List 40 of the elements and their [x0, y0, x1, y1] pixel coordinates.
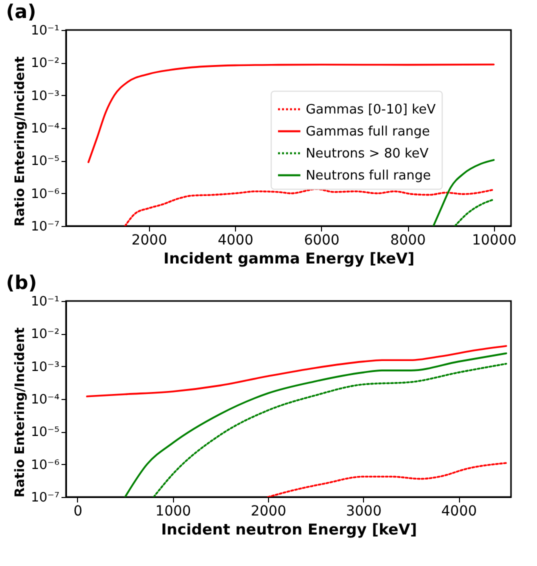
x-tick-label: 0 [73, 504, 82, 520]
x-tick-label: 10000 [472, 232, 517, 248]
y-tick-label: 10⁻³ [30, 88, 60, 104]
x-tick-label: 4000 [218, 232, 254, 248]
y-tick-label: 10⁻¹ [30, 294, 60, 310]
x-tick-label: 8000 [390, 232, 426, 248]
y-tick-label: 10⁻³ [30, 360, 60, 375]
line-series [124, 188, 495, 226]
y-tick-label: 10⁻⁵ [30, 154, 60, 170]
line-series [86, 345, 508, 398]
x-tick-label: 6000 [304, 232, 340, 248]
y-tick-label: 10⁻⁵ [30, 425, 60, 440]
legend-label: Neutrons > 80 keV [306, 146, 429, 162]
y-tick-label: 10⁻² [30, 56, 60, 72]
line-series [88, 64, 495, 164]
legend-label: Gammas [0-10] keV [306, 102, 436, 118]
y-tick-label: 10⁻⁶ [30, 458, 60, 473]
y-axis-title: Ratio Entering/Incident [12, 56, 28, 226]
x-axis-title: Incident neutron Energy [keV] [161, 520, 417, 538]
line-series [432, 159, 495, 226]
y-tick-label: 10⁻⁷ [30, 490, 60, 506]
x-tick-label: 1000 [155, 504, 192, 520]
legend-label: Gammas full range [306, 124, 430, 140]
y-axis-title: Ratio Entering/Incident [12, 327, 28, 498]
line-series [267, 462, 508, 497]
line-series [454, 198, 495, 226]
y-tick-label: 10⁻⁶ [30, 186, 60, 202]
y-tick-label: 10⁻⁴ [30, 392, 60, 408]
chart-title: (a) [6, 1, 36, 23]
x-tick-label: 3000 [346, 504, 382, 520]
y-tick-label: 10⁻⁴ [30, 122, 60, 136]
x-axis-title: Incident gamma Energy [keV] [163, 250, 415, 268]
x-tick-label: 2000 [250, 504, 286, 520]
y-tick-label: 10⁻⁷ [30, 220, 60, 234]
chart-title: (b) [6, 272, 37, 294]
y-tick-label: 10⁻² [30, 327, 60, 342]
x-tick-label: 2000 [131, 232, 168, 248]
y-tick-label: 10⁻¹ [30, 24, 60, 38]
x-tick-label: 4000 [441, 504, 477, 520]
legend-label: Neutrons full range [306, 168, 431, 184]
